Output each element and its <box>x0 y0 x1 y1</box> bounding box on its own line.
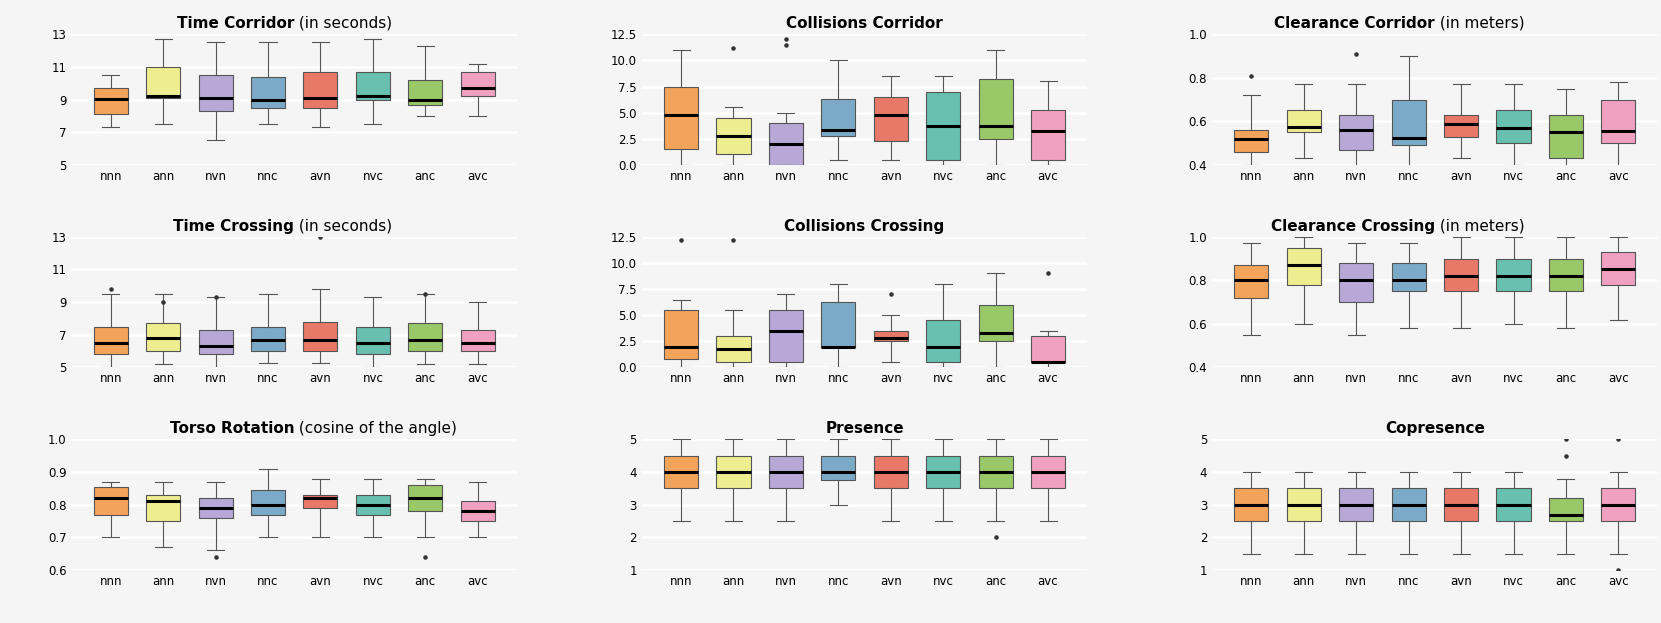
PathPatch shape <box>769 455 802 488</box>
PathPatch shape <box>664 455 698 488</box>
Text: Copresence: Copresence <box>1385 421 1485 436</box>
PathPatch shape <box>927 455 960 488</box>
Text: (in meters): (in meters) <box>1435 219 1525 234</box>
PathPatch shape <box>93 88 128 114</box>
Text: Collisions Crossing: Collisions Crossing <box>784 219 945 234</box>
PathPatch shape <box>1339 488 1374 521</box>
PathPatch shape <box>460 72 495 97</box>
PathPatch shape <box>1497 488 1530 521</box>
PathPatch shape <box>146 323 179 351</box>
PathPatch shape <box>251 490 286 515</box>
PathPatch shape <box>874 455 909 488</box>
PathPatch shape <box>1443 115 1478 136</box>
PathPatch shape <box>1550 115 1583 158</box>
PathPatch shape <box>409 323 442 351</box>
PathPatch shape <box>1601 488 1636 521</box>
PathPatch shape <box>304 495 337 508</box>
PathPatch shape <box>1497 259 1530 292</box>
PathPatch shape <box>1287 488 1320 521</box>
PathPatch shape <box>93 487 128 515</box>
PathPatch shape <box>769 310 802 362</box>
PathPatch shape <box>1392 488 1425 521</box>
PathPatch shape <box>716 118 751 155</box>
Text: Time Crossing: Time Crossing <box>173 219 294 234</box>
PathPatch shape <box>146 67 179 98</box>
PathPatch shape <box>199 330 233 354</box>
PathPatch shape <box>874 97 909 141</box>
PathPatch shape <box>251 77 286 108</box>
PathPatch shape <box>304 72 337 108</box>
Text: (in seconds): (in seconds) <box>294 16 392 31</box>
PathPatch shape <box>821 302 855 346</box>
PathPatch shape <box>1287 248 1320 285</box>
Text: Clearance Crossing: Clearance Crossing <box>1271 219 1435 234</box>
PathPatch shape <box>409 485 442 511</box>
PathPatch shape <box>1031 455 1065 488</box>
PathPatch shape <box>1497 110 1530 143</box>
PathPatch shape <box>1234 265 1269 298</box>
PathPatch shape <box>251 326 286 351</box>
PathPatch shape <box>304 321 337 351</box>
PathPatch shape <box>1443 259 1478 292</box>
Text: Torso Rotation: Torso Rotation <box>169 421 294 436</box>
PathPatch shape <box>821 455 855 480</box>
Text: (in meters): (in meters) <box>1435 16 1525 31</box>
PathPatch shape <box>769 123 802 165</box>
PathPatch shape <box>409 80 442 105</box>
PathPatch shape <box>1601 252 1636 285</box>
PathPatch shape <box>1339 115 1374 150</box>
PathPatch shape <box>460 330 495 351</box>
Text: Clearance Corridor: Clearance Corridor <box>1274 16 1435 31</box>
PathPatch shape <box>93 326 128 354</box>
PathPatch shape <box>1392 100 1425 145</box>
PathPatch shape <box>1287 110 1320 132</box>
PathPatch shape <box>664 87 698 150</box>
PathPatch shape <box>1234 488 1269 521</box>
PathPatch shape <box>1443 488 1478 521</box>
Text: (cosine of the angle): (cosine of the angle) <box>294 421 457 436</box>
PathPatch shape <box>874 331 909 341</box>
PathPatch shape <box>146 495 179 521</box>
PathPatch shape <box>199 498 233 518</box>
PathPatch shape <box>355 495 390 515</box>
PathPatch shape <box>1339 263 1374 302</box>
PathPatch shape <box>1392 263 1425 292</box>
PathPatch shape <box>355 72 390 100</box>
Text: Time Corridor: Time Corridor <box>176 16 294 31</box>
Text: Presence: Presence <box>826 421 904 436</box>
PathPatch shape <box>1550 498 1583 521</box>
PathPatch shape <box>716 336 751 362</box>
Text: (in seconds): (in seconds) <box>294 219 392 234</box>
PathPatch shape <box>1550 259 1583 292</box>
PathPatch shape <box>355 326 390 354</box>
PathPatch shape <box>821 99 855 136</box>
PathPatch shape <box>1234 130 1269 152</box>
PathPatch shape <box>927 320 960 362</box>
PathPatch shape <box>1031 336 1065 362</box>
PathPatch shape <box>978 455 1013 488</box>
PathPatch shape <box>1601 100 1636 143</box>
PathPatch shape <box>664 310 698 359</box>
PathPatch shape <box>199 75 233 111</box>
PathPatch shape <box>978 79 1013 139</box>
PathPatch shape <box>716 455 751 488</box>
PathPatch shape <box>927 92 960 159</box>
PathPatch shape <box>978 305 1013 341</box>
PathPatch shape <box>1031 110 1065 159</box>
PathPatch shape <box>460 502 495 521</box>
Text: Collisions Corridor: Collisions Corridor <box>786 16 943 31</box>
